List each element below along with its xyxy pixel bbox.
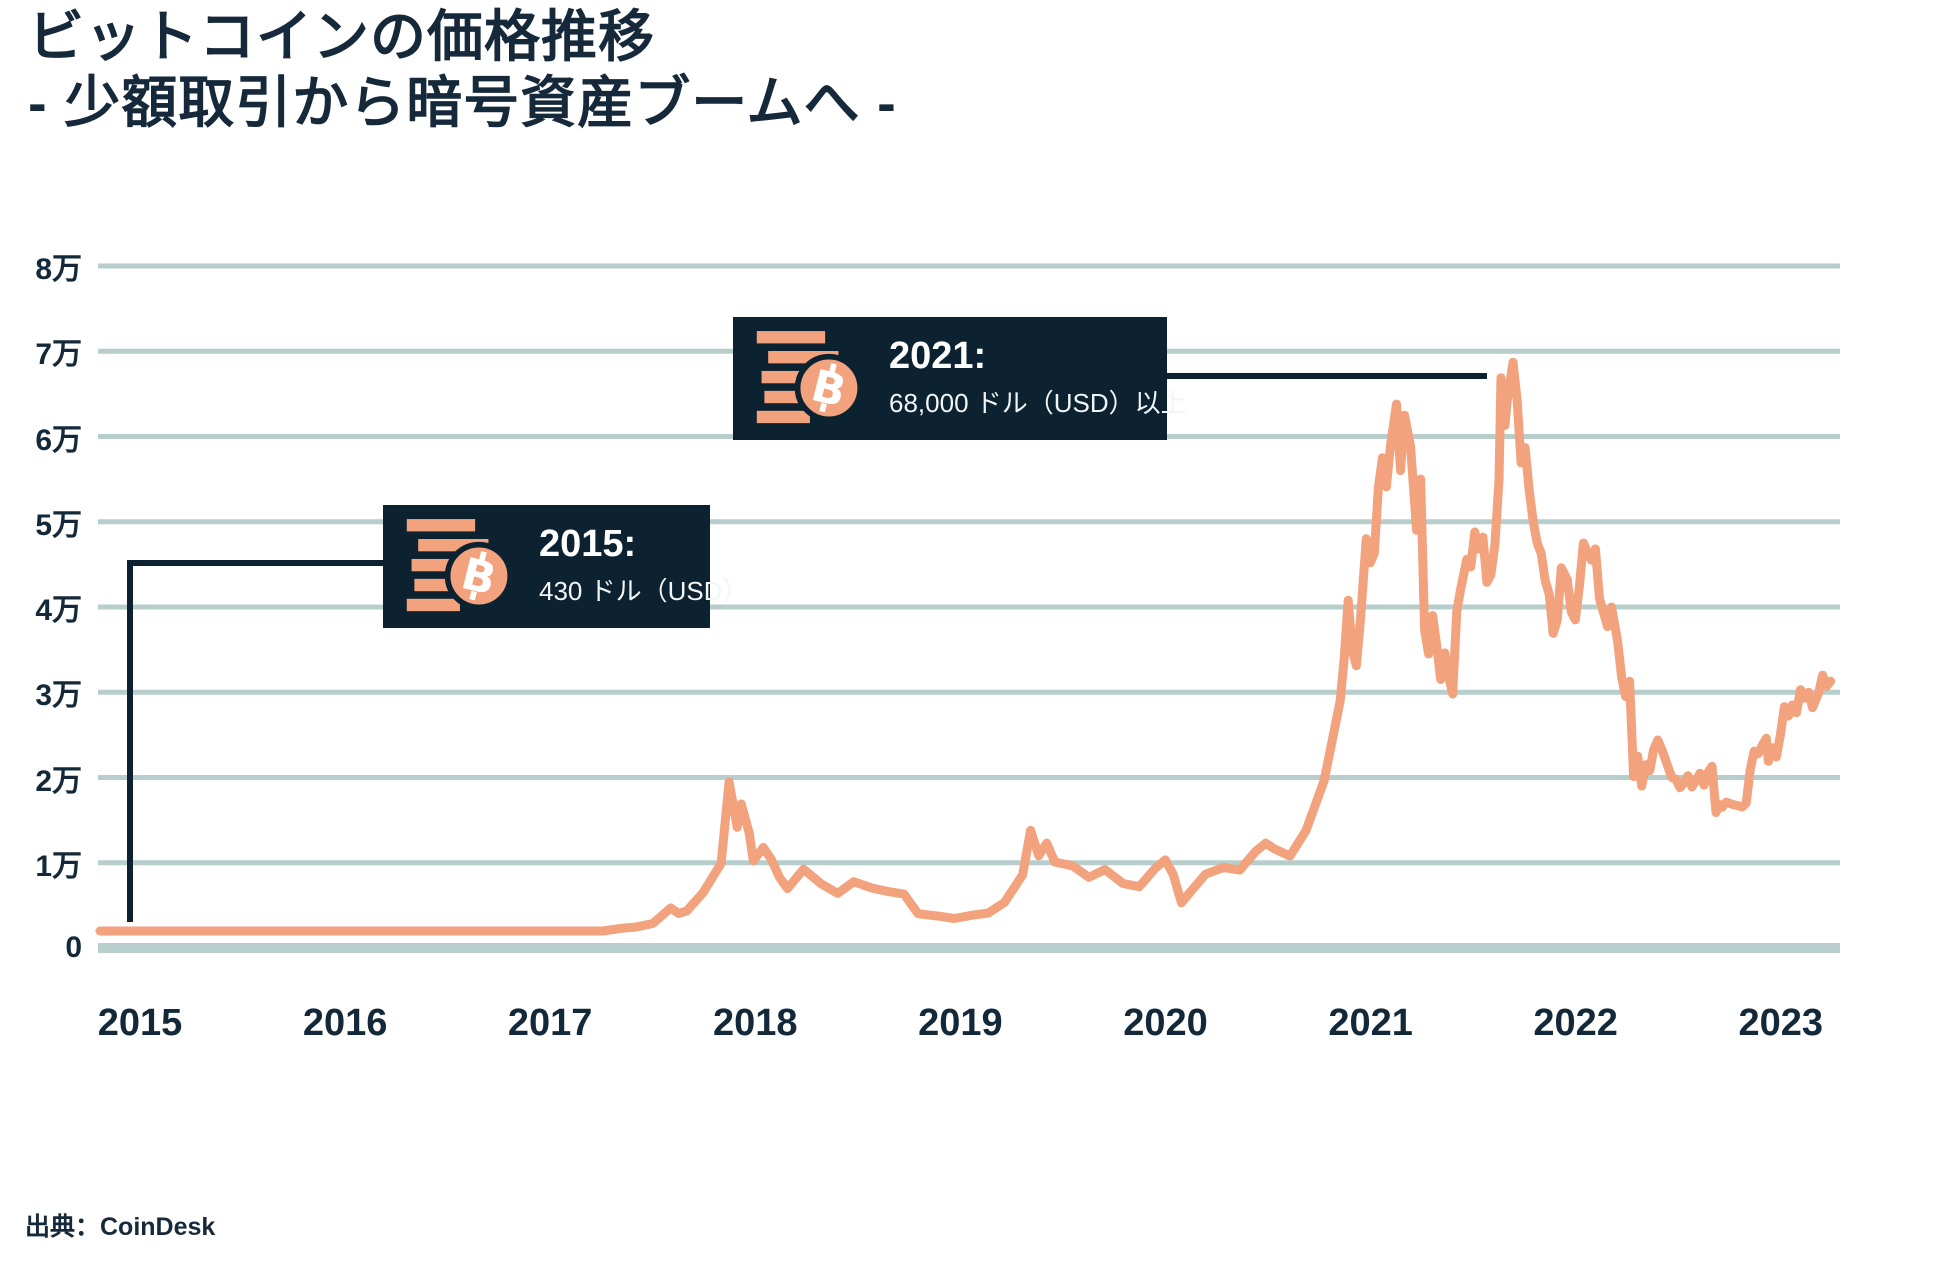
- callout-2015-text: 2015: 430 ドル（USD）: [539, 522, 749, 609]
- y-axis-tick-label: 6万: [35, 423, 82, 457]
- price-line-series: [95, 357, 1836, 936]
- callout-2021: B 2021: 68,000 ドル（USD）以上: [733, 317, 1187, 440]
- y-axis-tick-label: 8万: [35, 253, 82, 286]
- callout-2021-value: 68,000 ドル（USD）以上: [889, 388, 1187, 419]
- callout-2021-text: 2021: 68,000 ドル（USD）以上: [889, 334, 1187, 421]
- callout-2015: B 2015: 430 ドル（USD）: [383, 505, 749, 628]
- y-axis-tick-label: 4万: [35, 594, 82, 627]
- x-axis-tick-label: 2019: [918, 1002, 1003, 1044]
- y-axis-tick-label: 5万: [35, 508, 82, 542]
- x-axis-tick-label: 2023: [1738, 1002, 1824, 1044]
- page-title: ビットコインの価格推移 - 少額取引から暗号資産ブームへ -: [28, 4, 897, 135]
- x-axis-tick-label: 2016: [302, 1002, 388, 1044]
- x-axis-tick-label: 2015: [97, 1002, 183, 1044]
- x-axis-tick-label: 2017: [507, 1002, 593, 1044]
- y-axis-tick-label: 3万: [35, 679, 82, 713]
- y-axis-tick-label: 7万: [35, 338, 82, 372]
- title-line2: - 少額取引から暗号資産ブームへ -: [28, 70, 897, 134]
- callout-2015-year: 2015:: [539, 522, 637, 565]
- bitcoin-coin-stack-icon: B: [406, 518, 514, 611]
- source-note: 出典：CoinDesk: [25, 1213, 216, 1241]
- y-axis-tick-label: 2万: [35, 764, 82, 798]
- title-line1: ビットコインの価格推移: [28, 5, 655, 68]
- callout-2021-year: 2021:: [889, 334, 987, 377]
- bitcoin-coin-stack-icon: B: [756, 330, 864, 423]
- x-axis-tick-label: 2018: [713, 1002, 798, 1044]
- x-axis-tick-label: 2020: [1123, 1002, 1208, 1044]
- callout-2015-connector-line: [127, 560, 383, 922]
- callout-2015-value: 430 ドル（USD）: [539, 576, 749, 607]
- y-axis-tick-label: 1万: [35, 849, 82, 883]
- y-axis-tick-label: 0: [65, 931, 82, 964]
- x-axis-tick-label: 2022: [1533, 1002, 1618, 1044]
- x-axis-tick-label: 2021: [1328, 1002, 1413, 1044]
